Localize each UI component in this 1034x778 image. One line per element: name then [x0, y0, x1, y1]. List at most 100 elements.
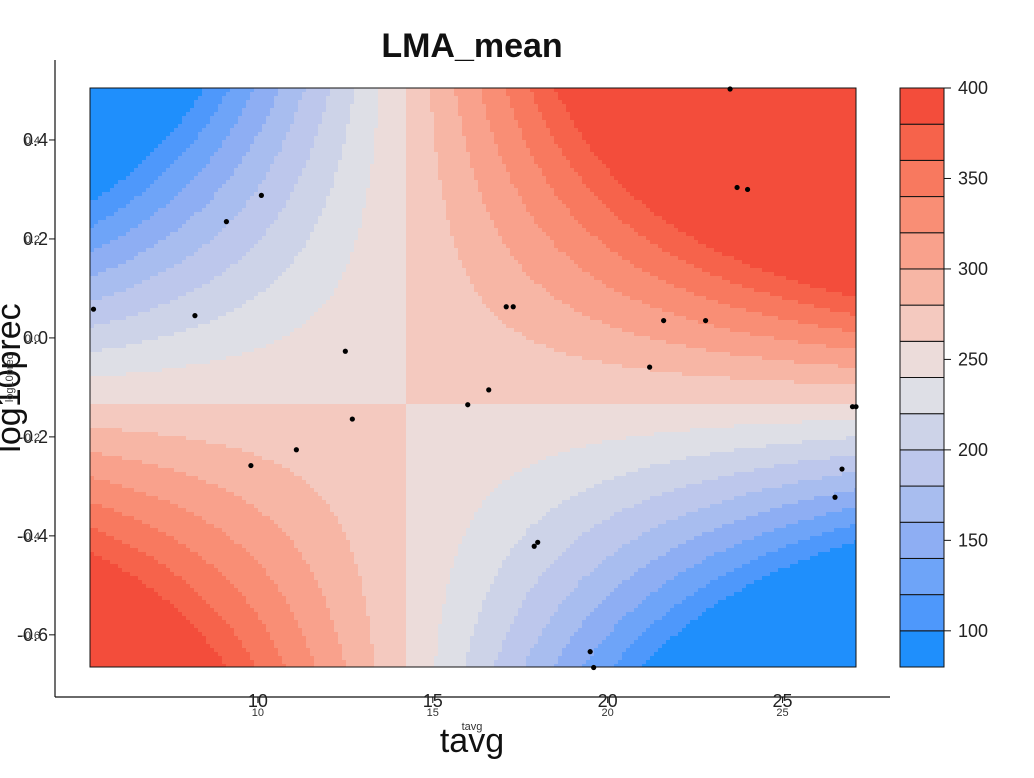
- contour-cell: [610, 136, 615, 141]
- contour-cell: [290, 188, 295, 193]
- contour-cell: [286, 104, 291, 109]
- contour-cell: [834, 116, 839, 121]
- contour-cell: [158, 140, 163, 145]
- contour-cell: [674, 164, 679, 169]
- contour-cell: [158, 180, 163, 185]
- contour-cell: [606, 148, 611, 153]
- contour-cell: [110, 92, 115, 97]
- contour-cell: [150, 180, 155, 185]
- contour-cell: [714, 112, 719, 117]
- contour-cell: [458, 92, 463, 97]
- contour-cell: [718, 108, 723, 113]
- contour-cell: [622, 144, 627, 149]
- contour-cell: [730, 112, 735, 117]
- contour-cell: [742, 116, 747, 121]
- contour-cell: [330, 124, 335, 129]
- contour-cell: [190, 184, 195, 189]
- contour-cell: [462, 184, 467, 189]
- contour-cell: [578, 160, 583, 165]
- contour-cell: [454, 148, 459, 153]
- contour-cell: [626, 140, 631, 145]
- contour-cell: [530, 124, 535, 129]
- contour-cell: [450, 156, 455, 161]
- contour-cell: [654, 160, 659, 165]
- contour-cell: [138, 132, 143, 137]
- contour-cell: [130, 144, 135, 149]
- contour-cell: [330, 132, 335, 137]
- contour-cell: [318, 136, 323, 141]
- contour-cell: [342, 180, 347, 185]
- contour-cell: [838, 92, 843, 97]
- contour-cell: [630, 116, 635, 121]
- contour-cell: [650, 156, 655, 161]
- contour-cell: [422, 92, 427, 97]
- contour-cell: [262, 144, 267, 149]
- contour-cell: [418, 108, 423, 113]
- contour-cell: [558, 188, 563, 193]
- contour-cell: [218, 136, 223, 141]
- contour-cell: [110, 168, 115, 173]
- contour-cell: [94, 112, 99, 117]
- contour-cell: [718, 180, 723, 185]
- contour-cell: [418, 120, 423, 125]
- contour-cell: [282, 160, 287, 165]
- contour-cell: [174, 116, 179, 121]
- contour-cell: [762, 136, 767, 141]
- contour-cell: [810, 176, 815, 181]
- contour-cell: [634, 152, 639, 157]
- contour-cell: [774, 104, 779, 109]
- contour-cell: [806, 128, 811, 133]
- contour-cell: [502, 112, 507, 117]
- contour-cell: [438, 108, 443, 113]
- contour-cell: [458, 152, 463, 157]
- contour-cell: [394, 92, 399, 97]
- contour-cell: [106, 152, 111, 157]
- contour-cell: [354, 176, 359, 181]
- contour-cell: [366, 132, 371, 137]
- contour-cell: [658, 112, 663, 117]
- contour-cell: [218, 156, 223, 161]
- contour-cell: [546, 116, 551, 121]
- contour-cell: [794, 172, 799, 177]
- contour-cell: [118, 160, 123, 165]
- contour-cell: [382, 140, 387, 145]
- contour-cell: [278, 120, 283, 125]
- contour-cell: [710, 176, 715, 181]
- contour-cell: [262, 88, 267, 93]
- contour-cell: [234, 96, 239, 101]
- contour-cell: [462, 180, 467, 185]
- contour-cell: [178, 128, 183, 133]
- contour-cell: [334, 144, 339, 149]
- contour-cell: [514, 92, 519, 97]
- contour-cell: [526, 164, 531, 169]
- contour-cell: [130, 124, 135, 129]
- contour-cell: [738, 88, 743, 93]
- contour-cell: [678, 112, 683, 117]
- contour-cell: [130, 176, 135, 181]
- contour-cell: [278, 148, 283, 153]
- contour-cell: [690, 168, 695, 173]
- contour-cell: [450, 112, 455, 117]
- contour-cell: [622, 156, 627, 161]
- contour-cell: [662, 112, 667, 117]
- contour-cell: [518, 152, 523, 157]
- contour-cell: [450, 104, 455, 109]
- contour-cell: [294, 176, 299, 181]
- contour-cell: [578, 136, 583, 141]
- contour-cell: [750, 188, 755, 193]
- contour-cell: [286, 100, 291, 105]
- contour-cell: [418, 184, 423, 189]
- contour-cell: [838, 168, 843, 173]
- contour-cell: [294, 172, 299, 177]
- contour-cell: [742, 172, 747, 177]
- contour-cell: [802, 148, 807, 153]
- contour-cell: [198, 140, 203, 145]
- contour-cell: [330, 108, 335, 113]
- contour-cell: [638, 88, 643, 93]
- contour-cell: [646, 112, 651, 117]
- contour-cell: [302, 140, 307, 145]
- contour-cell: [810, 152, 815, 157]
- contour-cell: [678, 176, 683, 181]
- contour-cell: [630, 136, 635, 141]
- contour-cell: [310, 160, 315, 165]
